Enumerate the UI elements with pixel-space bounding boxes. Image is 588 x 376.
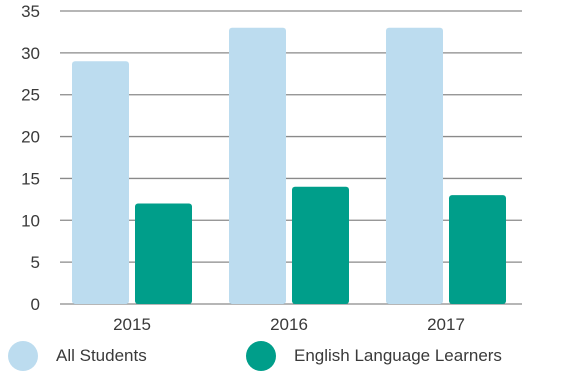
x-axis-ticks: 2015 2016 2017 [113,315,465,334]
y-tick-label-5: 5 [31,253,40,272]
x-tick-label-2015: 2015 [113,315,151,334]
legend-item-english-language-learners: English Language Learners [246,338,502,374]
legend-label-english-language-learners: English Language Learners [294,346,502,365]
y-tick-label-25: 25 [21,86,40,105]
bar-english-language-learners-2015 [135,203,192,304]
bar-english-language-learners-2017 [449,195,506,304]
bars [72,27,506,304]
y-tick-label-35: 35 [21,2,40,21]
bar-all-students-2015 [72,61,129,304]
legend-item-all-students: All Students [8,338,147,374]
bar-all-students-2016 [229,27,286,304]
bar-english-language-learners-2016 [292,186,349,304]
y-tick-label-20: 20 [21,128,40,147]
chart-plot-area: 0 5 10 15 20 25 30 35 2015 2016 2017 [21,2,522,334]
y-tick-label-30: 30 [21,44,40,63]
x-tick-label-2016: 2016 [270,315,308,334]
y-axis-ticks: 0 5 10 15 20 25 30 35 [21,2,40,314]
y-tick-label-15: 15 [21,169,40,188]
bar-all-students-2017 [386,27,443,304]
x-tick-label-2017: 2017 [427,315,465,334]
legend-label-all-students: All Students [56,346,147,365]
legend-swatch-all-students [8,341,38,371]
y-tick-label-0: 0 [31,295,40,314]
y-tick-label-10: 10 [21,211,40,230]
legend-swatch-english-language-learners [246,341,276,371]
legend: All Students English Language Learners [0,338,588,374]
